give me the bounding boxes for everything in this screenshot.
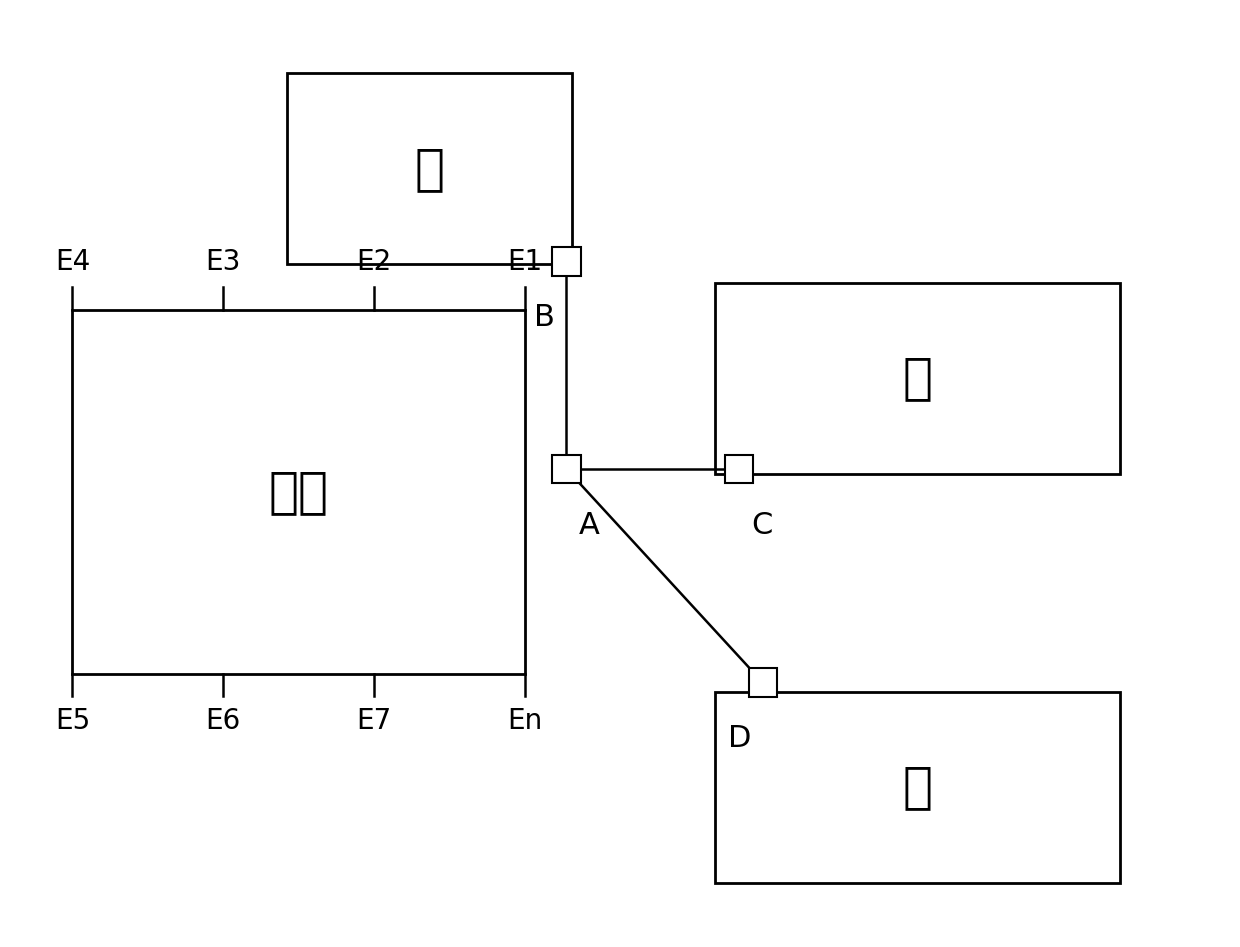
Text: E2: E2 [357, 248, 392, 277]
Text: 基坑: 基坑 [269, 468, 329, 516]
Text: 混: 混 [903, 763, 932, 812]
Bar [552, 455, 580, 483]
Text: D: D [728, 724, 751, 753]
Text: 混: 混 [903, 354, 932, 402]
Bar [715, 282, 1120, 474]
Text: E5: E5 [55, 707, 91, 735]
Text: C: C [751, 510, 773, 540]
Text: 混: 混 [414, 145, 444, 193]
Bar [715, 691, 1120, 883]
Bar [749, 669, 777, 697]
Text: En: En [507, 707, 542, 735]
Text: E7: E7 [357, 707, 392, 735]
Text: E1: E1 [507, 248, 542, 277]
Bar [552, 247, 580, 276]
Text: E4: E4 [55, 248, 91, 277]
Bar [72, 310, 525, 673]
Text: B: B [533, 303, 554, 332]
Text: E3: E3 [206, 248, 241, 277]
Bar [286, 74, 573, 264]
Text: E6: E6 [206, 707, 241, 735]
Text: A: A [578, 510, 599, 540]
Bar [724, 455, 754, 483]
